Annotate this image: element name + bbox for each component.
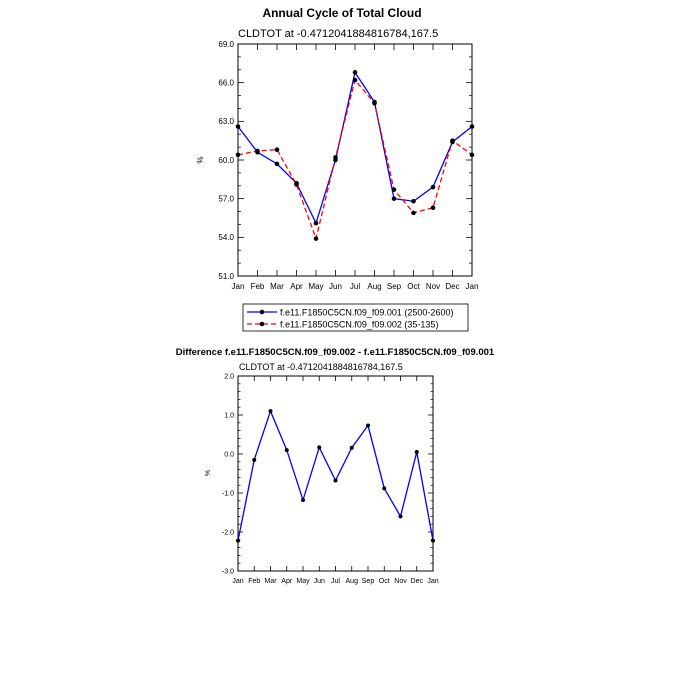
- series-1-point: [430, 184, 436, 190]
- x-tick-label: Feb: [248, 578, 260, 585]
- series-2-point: [450, 138, 455, 143]
- series-1-point: [333, 478, 338, 483]
- x-tick-label: Dec: [411, 578, 424, 585]
- y-tick-label: 2.0: [224, 373, 234, 380]
- x-tick-label: Apr: [290, 282, 303, 291]
- series-1-point: [274, 161, 280, 167]
- series-1-point: [268, 409, 273, 414]
- x-tick-label: Jun: [329, 282, 342, 291]
- series-1-point: [236, 538, 240, 543]
- series-2-point: [430, 205, 436, 210]
- x-tick-label: Apr: [281, 578, 293, 585]
- x-tick-label: Nov: [394, 578, 407, 585]
- y-tick-label: 51.0: [218, 272, 234, 281]
- series-2-point: [411, 210, 416, 216]
- x-tick-label: Sep: [387, 282, 402, 291]
- series-1-point: [382, 486, 387, 491]
- chart1-legend: f.e11.F1850C5CN.f09_f09.001 (2500-2600) …: [242, 303, 469, 332]
- series-2-point: [294, 182, 299, 187]
- y-tick-label: 54.0: [218, 233, 234, 242]
- x-tick-label: Jan: [232, 282, 245, 291]
- series-line-1: [237, 70, 473, 225]
- y-tick-label: 69.0: [218, 40, 234, 49]
- legend-entry-series-2: f.e11.F1850C5CN.f09_f09.002 (35-135): [247, 320, 438, 330]
- series-2-point: [235, 152, 241, 158]
- x-tick-label: Oct: [379, 578, 390, 585]
- legend-box: [242, 303, 469, 332]
- x-tick-label: Jul: [350, 282, 360, 291]
- series-line-2: [237, 78, 473, 241]
- x-tick-label: Sep: [362, 578, 375, 585]
- x-tick-label: Aug: [346, 578, 359, 585]
- series-line-1: [237, 409, 434, 541]
- chart1-plot: 51.0 54.0 57.0 60.0 63.0 66.0 69.0 Jan Feb Mar Apr…: [218, 40, 478, 291]
- y-tick-label: 63.0: [218, 117, 234, 126]
- legend-label-series-1: f.e11.F1850C5CN.f09_f09.001 (2500-2600): [280, 308, 453, 318]
- x-tick-label: Aug: [367, 282, 381, 291]
- x-tick-label: Feb: [251, 282, 265, 291]
- y-tick-label: 57.0: [218, 194, 234, 203]
- series-2-point: [333, 155, 338, 160]
- chart2-subtitle: CLDTOT at -0.4712041884816784,167.5: [239, 362, 403, 372]
- chart1-subtitle: CLDTOT at -0.4712041884816784,167.5: [238, 28, 438, 40]
- y-tick-label: -2.0: [222, 529, 234, 536]
- series-1-point: [349, 445, 354, 450]
- series-2-point: [313, 236, 319, 241]
- x-tick-label: Jan: [232, 578, 243, 585]
- x-tick-label: May: [308, 282, 323, 291]
- series-2-point: [391, 187, 397, 192]
- series-1-point: [366, 423, 370, 428]
- series-1-point: [391, 196, 397, 201]
- series-1-point: [352, 70, 358, 75]
- series-1-point: [317, 445, 322, 450]
- chart2-title: Difference f.e11.F1850C5CN.f09_f09.002 -…: [176, 347, 495, 358]
- series-1-point: [284, 448, 289, 453]
- x-tick-label: Jul: [331, 578, 340, 585]
- y-tick-label: 1.0: [224, 412, 234, 419]
- y-tick-label: -1.0: [222, 490, 234, 497]
- legend-marker-series-1: [259, 309, 265, 315]
- series-2-point: [352, 77, 358, 83]
- series-1-point: [301, 498, 305, 503]
- legend-entry-series-1: f.e11.F1850C5CN.f09_f09.001 (2500-2600): [247, 308, 453, 318]
- series-2-point: [469, 152, 475, 158]
- y-tick-label: -3.0: [222, 568, 234, 575]
- y-tick-label: 60.0: [218, 156, 234, 165]
- series-1-point: [414, 450, 419, 455]
- chart2-plot: -3.0 -2.0 -1.0 0.0 1.0 2.0 Jan Feb Mar Apr May Jun J…: [222, 373, 439, 585]
- x-tick-label: Oct: [407, 282, 420, 291]
- series-2-point: [255, 148, 260, 154]
- x-tick-label: Dec: [445, 282, 459, 291]
- series-1-point: [431, 538, 435, 543]
- legend-label-series-2: f.e11.F1850C5CN.f09_f09.002 (35-135): [280, 320, 438, 330]
- x-tick-label: Jan: [466, 282, 479, 291]
- chart1-title: Annual Cycle of Total Cloud: [262, 6, 421, 20]
- series-1-point: [252, 457, 257, 462]
- x-tick-label: Jun: [314, 578, 325, 585]
- series-1-point: [398, 514, 403, 519]
- x-tick-label: Mar: [270, 282, 284, 291]
- legend-marker-series-2: [259, 321, 265, 327]
- series-1-point: [313, 220, 319, 226]
- chart2-y-axis-label: %: [205, 470, 212, 476]
- x-tick-label: May: [296, 578, 310, 585]
- chart1-y-axis-label: %: [196, 156, 205, 163]
- y-tick-label: 66.0: [218, 78, 234, 87]
- series-2-point: [274, 147, 280, 152]
- chart2-frame: [237, 375, 434, 572]
- x-tick-label: Mar: [264, 578, 277, 585]
- series-1-point: [411, 198, 416, 204]
- series-1-point: [469, 124, 475, 129]
- x-tick-label: Jan: [427, 578, 438, 585]
- series-1-point: [235, 124, 241, 129]
- x-tick-label: Nov: [426, 282, 440, 291]
- series-2-point: [372, 100, 377, 106]
- y-tick-label: 0.0: [224, 451, 234, 458]
